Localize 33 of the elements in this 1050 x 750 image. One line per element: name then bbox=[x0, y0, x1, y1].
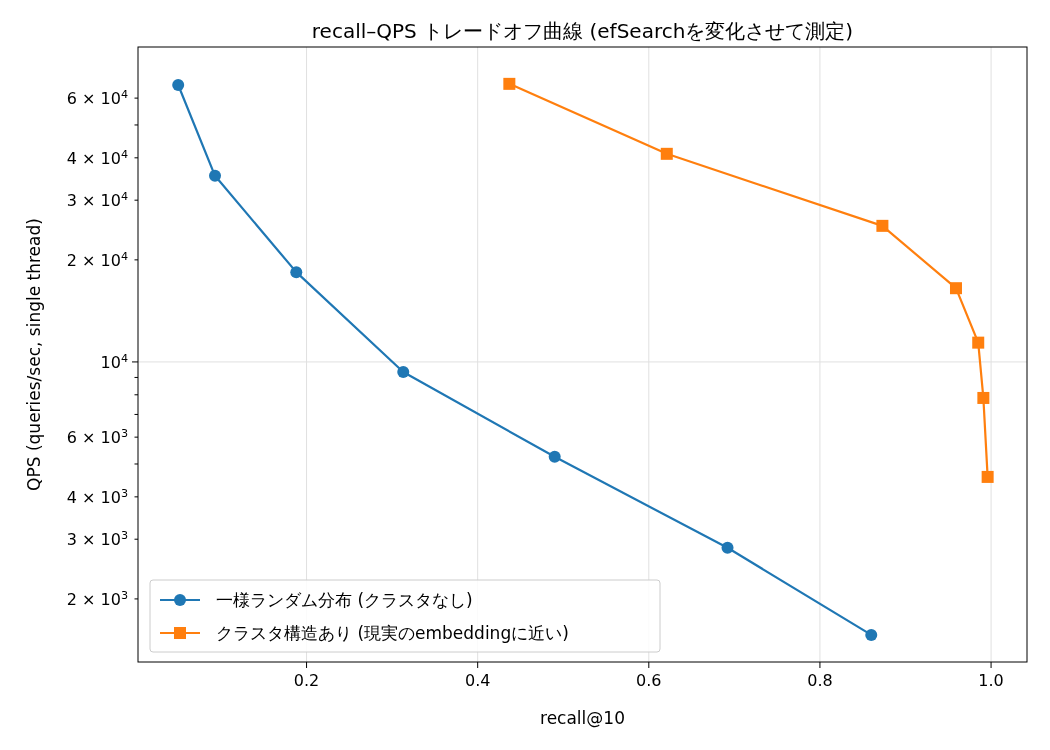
chart-title: recall–QPS トレードオフ曲線 (efSearchを変化させて測定) bbox=[311, 19, 854, 43]
y-tick-label: 4 × 10$^{4}$ bbox=[66, 147, 128, 168]
x-tick-label: 0.2 bbox=[293, 671, 320, 690]
legend-label: クラスタ構造あり (現実のembeddingに近い) bbox=[216, 623, 569, 643]
point bbox=[172, 78, 185, 91]
x-axis-title: recall@10 bbox=[540, 708, 625, 728]
y-tick-label: 2 × 10$^{4}$ bbox=[66, 249, 128, 270]
y-tick-label: 10$^{4}$ bbox=[100, 351, 128, 372]
point bbox=[876, 219, 889, 232]
point bbox=[972, 336, 985, 349]
point bbox=[977, 391, 990, 404]
y-tick-label: 6 × 10$^{3}$ bbox=[66, 426, 128, 448]
point bbox=[503, 77, 516, 90]
y-tick-label: 6 × 10$^{4}$ bbox=[66, 87, 128, 109]
point bbox=[660, 147, 673, 160]
x-tick-label: 0.6 bbox=[636, 671, 662, 690]
point bbox=[981, 470, 994, 483]
point bbox=[290, 266, 303, 279]
y-tick-label: 3 × 10$^{4}$ bbox=[66, 189, 128, 211]
x-tick-label: 1.0 bbox=[978, 671, 1004, 690]
x-tick-label: 0.8 bbox=[807, 671, 833, 690]
point bbox=[397, 365, 410, 378]
point bbox=[865, 628, 878, 641]
point bbox=[209, 169, 222, 182]
y-tick-label: 3 × 10$^{3}$ bbox=[66, 528, 128, 550]
y-tick-label: 2 × 10$^{3}$ bbox=[66, 588, 128, 609]
legend-label: 一様ランダム分布 (クラスタなし) bbox=[216, 590, 473, 610]
point bbox=[548, 450, 561, 463]
point bbox=[721, 541, 734, 554]
x-tick-label: 0.4 bbox=[464, 671, 491, 690]
point bbox=[949, 282, 962, 295]
y-tick-label: 4 × 10$^{3}$ bbox=[66, 486, 128, 507]
y-axis-title: QPS (queries/sec, single thread) bbox=[24, 218, 44, 491]
